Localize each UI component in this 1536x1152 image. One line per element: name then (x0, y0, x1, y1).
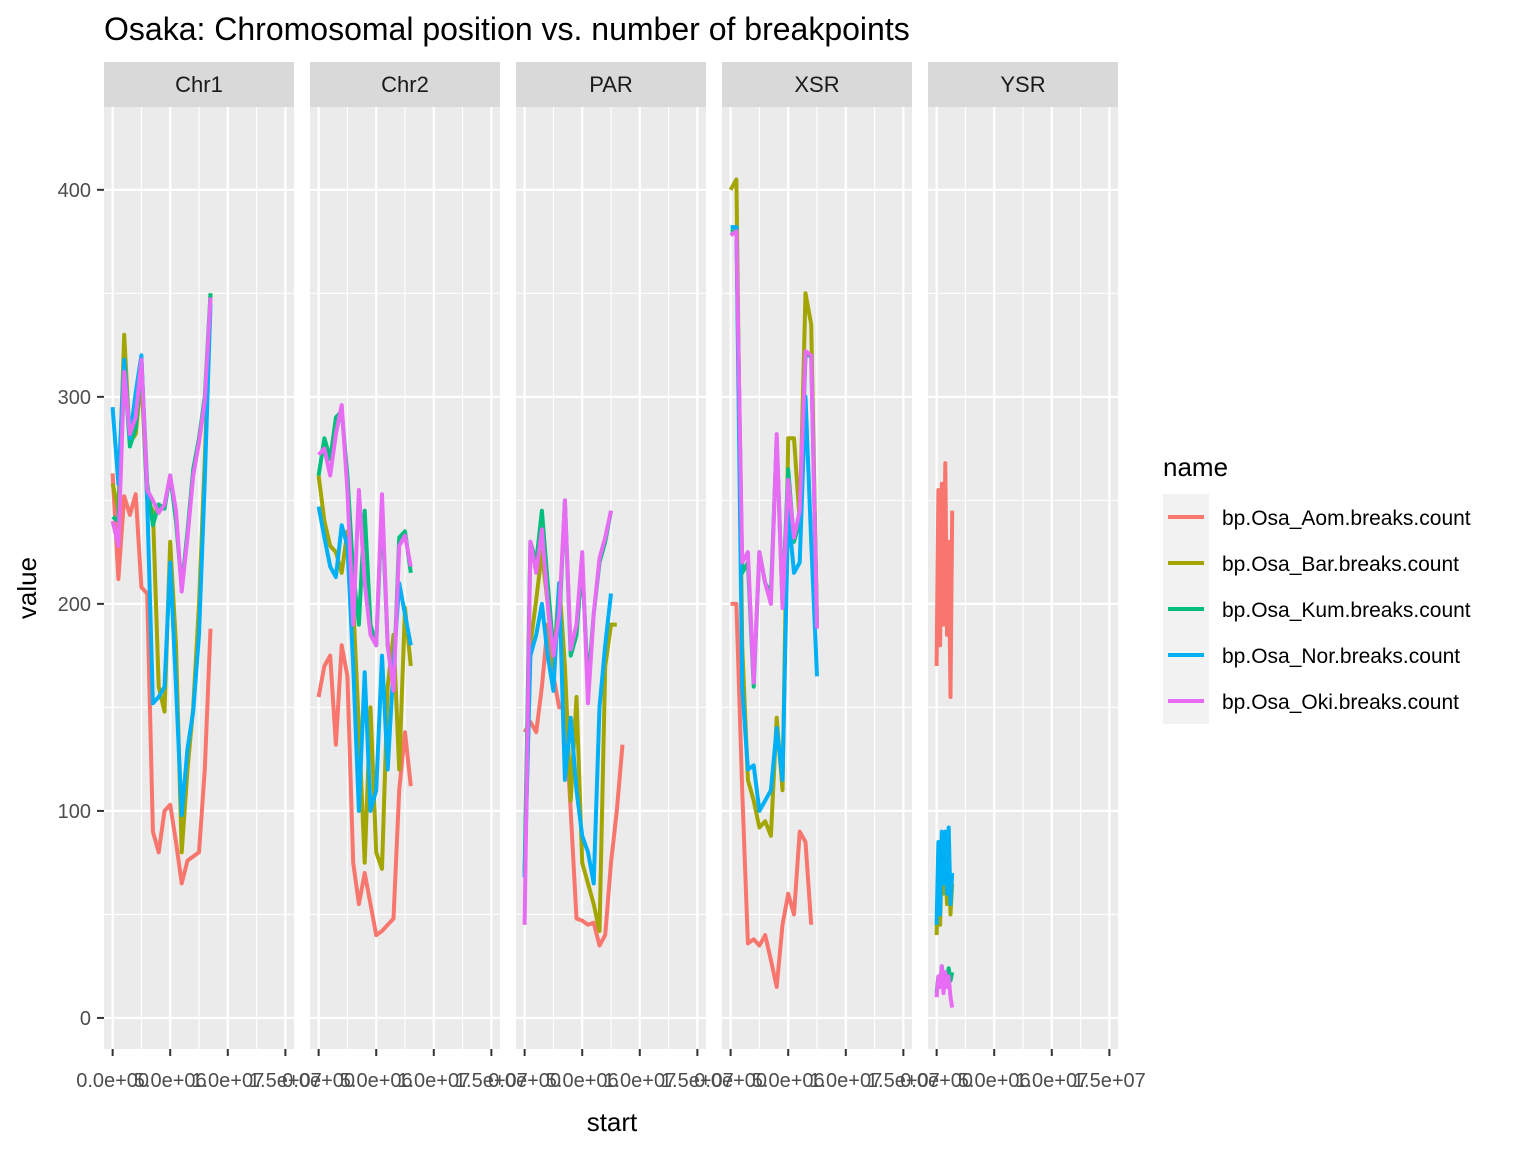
x-tick-label: 0.0e+00 (900, 1070, 973, 1092)
legend-entry-label: bp.Osa_Bar.breaks.count (1222, 553, 1459, 576)
legend-entry-label: bp.Osa_Oki.breaks.count (1222, 691, 1459, 714)
x-tick-label: 5.0e+06 (546, 1070, 619, 1092)
facet-label: XSR (794, 72, 839, 97)
x-axis: 0.0e+005.0e+061.0e+071.5e+070.0e+005.0e+… (76, 1049, 1146, 1092)
series-line-bar (522, 550, 617, 933)
facet-panel: Chr2 (310, 62, 500, 1049)
chart-title: Osaka: Chromosomal position vs. number o… (104, 11, 910, 47)
series-line-aom (110, 473, 213, 886)
x-tick-label: 0.0e+00 (694, 1070, 767, 1092)
x-tick-label: 5.0e+06 (958, 1070, 1031, 1092)
x-tick-label: 0.0e+00 (488, 1070, 561, 1092)
x-tick-label: 1.0e+07 (191, 1070, 264, 1092)
x-tick-label: 1.5e+07 (661, 1070, 734, 1092)
facet-label: YSR (1000, 72, 1045, 97)
facet-label: Chr2 (381, 72, 429, 97)
series-line-nor (934, 825, 955, 925)
series-line-aom (934, 461, 955, 699)
facet-strip (310, 62, 500, 107)
series-line-aom (522, 622, 625, 948)
x-tick-label: 5.0e+06 (340, 1070, 413, 1092)
x-tick-label: 5.0e+06 (134, 1070, 207, 1092)
x-tick-label: 1.0e+07 (809, 1070, 882, 1092)
y-axis: 0 100 200 300 400 (58, 180, 104, 1030)
facet-strip (104, 62, 294, 107)
y-tick-label: 400 (58, 180, 91, 202)
x-axis-title: start (587, 1107, 638, 1137)
facet-panel: Chr1 (104, 62, 294, 1049)
y-tick-label: 100 (58, 801, 91, 823)
x-tick-label: 1.5e+07 (1073, 1070, 1146, 1092)
x-tick-label: 1.5e+07 (455, 1070, 528, 1092)
x-tick-label: 1.0e+07 (603, 1070, 676, 1092)
legend: name bp.Osa_Aom.breaks.count bp.Osa_Bar.b… (1163, 452, 1471, 724)
series-line-oki (934, 964, 955, 1008)
y-tick-label: 200 (58, 594, 91, 616)
series-line-aom (730, 601, 814, 989)
x-tick-label: 1.0e+07 (397, 1070, 470, 1092)
facet-panel: XSR (722, 62, 912, 1049)
facet-strip (928, 62, 1118, 107)
x-tick-label: 0.0e+00 (282, 1070, 355, 1092)
x-tick-label: 1.0e+07 (1015, 1070, 1088, 1092)
series-line-oki (317, 403, 413, 693)
y-axis-title: value (12, 557, 42, 619)
facet-panels: Chr1 Chr2 PAR XSR YSR (104, 62, 1118, 1049)
legend-entry-label: bp.Osa_Kum.breaks.count (1222, 599, 1471, 622)
x-tick-label: 1.5e+07 (249, 1070, 322, 1092)
series-line-aom (316, 643, 413, 938)
series-line-oki (729, 229, 819, 685)
facet-strip (516, 62, 706, 107)
series-line-nor (522, 581, 613, 886)
series-line-oki (110, 297, 213, 594)
legend-title: name (1163, 452, 1228, 482)
y-tick-label: 0 (80, 1008, 91, 1030)
legend-entry-label: bp.Osa_Aom.breaks.count (1222, 507, 1471, 530)
series-line-oki (522, 498, 613, 925)
legend-entry-label: bp.Osa_Nor.breaks.count (1222, 645, 1460, 668)
facet-label: PAR (589, 72, 633, 97)
x-tick-label: 5.0e+06 (752, 1070, 825, 1092)
facet-panel: PAR (516, 62, 706, 1049)
facet-label: Chr1 (175, 72, 223, 97)
x-tick-label: 0.0e+00 (76, 1070, 149, 1092)
y-tick-label: 300 (58, 387, 91, 409)
facet-strip (722, 62, 912, 107)
x-tick-label: 1.5e+07 (867, 1070, 940, 1092)
facet-panel: YSR (928, 62, 1118, 1049)
